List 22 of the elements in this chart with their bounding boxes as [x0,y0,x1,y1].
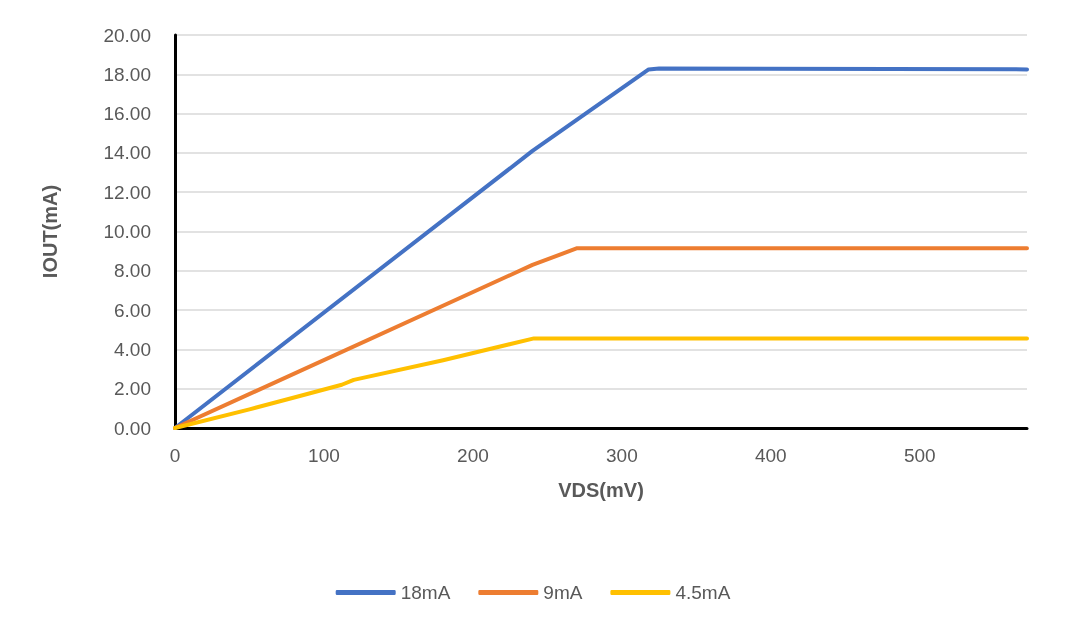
x-tick-label: 200 [457,445,489,466]
y-tick-label: 14.00 [103,142,151,164]
x-tick-label: 300 [606,445,638,466]
legend-label: 4.5mA [675,582,731,603]
x-axis-title: VDS(mV) [558,479,644,501]
x-tick-label: 100 [308,445,340,466]
y-tick-label: 6.00 [114,299,151,321]
y-tick-label: 20.00 [103,24,151,46]
legend-label: 18mA [400,582,451,603]
y-tick-label: 12.00 [103,181,151,203]
y-tick-label: 18.00 [103,63,151,85]
y-tick-label: 16.00 [103,103,151,125]
x-tick-label: 400 [754,445,787,466]
y-axis-title: IOUT(mA) [39,184,61,279]
x-tick-label: 500 [903,445,936,466]
y-tick-label: 10.00 [103,221,151,242]
legend-label: 9mA [543,582,583,603]
x-tick-label: 0 [169,445,181,466]
y-tick-label: 0.00 [114,417,151,439]
y-tick-label: 4.00 [114,338,151,360]
y-tick-label: 8.00 [114,260,151,282]
y-tick-label: 2.00 [114,378,151,400]
